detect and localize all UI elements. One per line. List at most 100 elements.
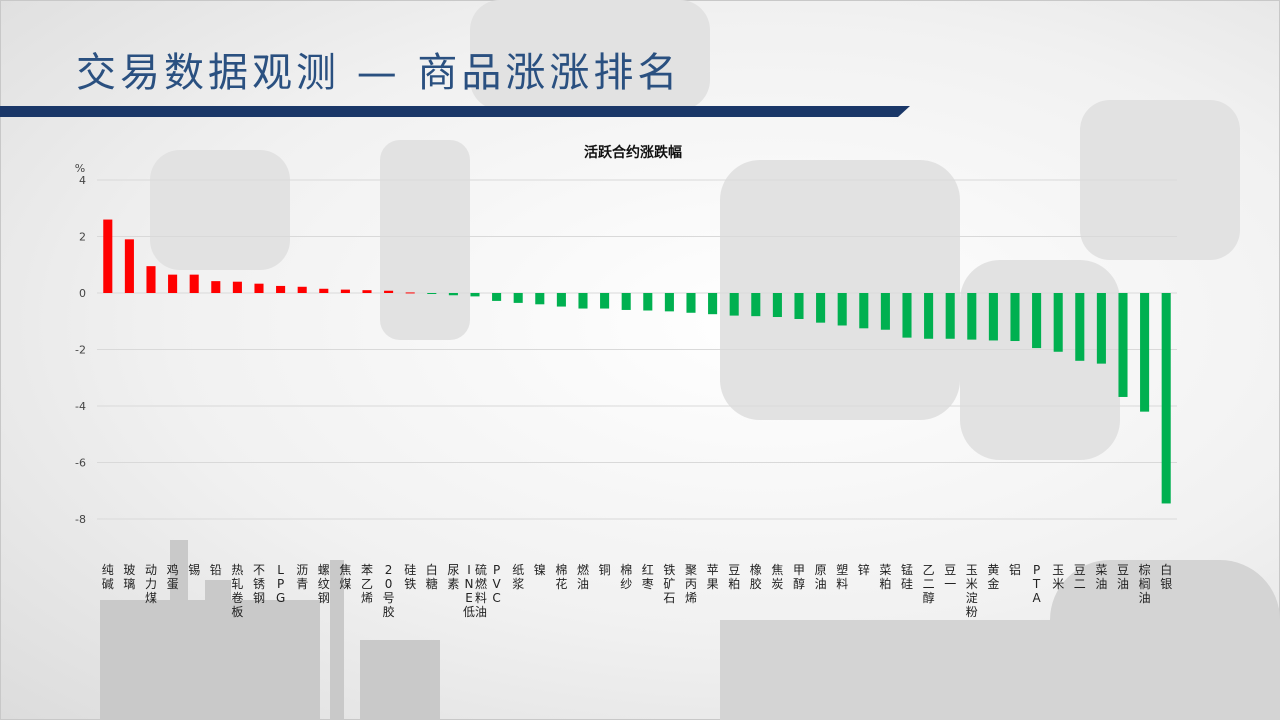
y-tick-label: -8 (75, 513, 86, 526)
bar (492, 293, 502, 301)
category-label: 苹果 (707, 563, 719, 591)
category-label: 白糖 (426, 562, 438, 591)
bar (578, 293, 588, 309)
bar (448, 293, 458, 296)
bar (621, 293, 631, 310)
bar (794, 293, 804, 319)
bar (1053, 293, 1063, 352)
bar (924, 293, 934, 339)
bar (988, 293, 998, 341)
category-label: 黄金 (987, 563, 999, 591)
category-label: 豆二 (1074, 563, 1086, 591)
category-label: 玉米淀粉 (966, 563, 978, 619)
bar (772, 293, 782, 318)
bar (276, 285, 286, 293)
bar (319, 288, 329, 293)
bar (405, 292, 415, 294)
category-label: 焦炭 (771, 563, 783, 591)
bar (708, 293, 718, 315)
category-label: 铅 (210, 563, 222, 577)
category-label: 鸡蛋 (167, 562, 179, 591)
y-axis-ticks: 4 2 0 -2 -4 -6 -8 (75, 174, 86, 526)
y-tick-label: 2 (79, 231, 86, 244)
category-label: 聚丙烯 (685, 563, 697, 605)
bar (297, 286, 307, 293)
slide-title: 交易数据观测 — 商品涨涨排名 (76, 50, 682, 96)
bar (945, 293, 955, 339)
category-label: 白银 (1160, 562, 1172, 591)
category-label: 乙二醇 (923, 563, 935, 605)
category-label: 玻璃 (123, 563, 135, 591)
bars (103, 219, 1171, 504)
category-label: 锡 (188, 562, 200, 577)
category-label: 棕榈油 (1139, 562, 1151, 605)
category-label: 棉纱 (620, 563, 632, 591)
y-tick-label: -4 (75, 400, 86, 413)
bar (816, 293, 826, 323)
bar (664, 293, 674, 312)
category-label: 苯乙烯 (361, 563, 373, 605)
category-label: 不锈钢 (253, 563, 265, 605)
y-axis-unit: % (75, 162, 85, 175)
bar (1032, 293, 1042, 349)
y-tick-label: 4 (79, 174, 86, 187)
category-label: 原油 (815, 563, 827, 591)
bar (103, 219, 113, 293)
category-label: 玉米 (1052, 563, 1064, 591)
bar (1010, 293, 1020, 342)
bar (729, 293, 739, 316)
category-label: 动力煤 (145, 563, 157, 605)
bar (902, 293, 912, 338)
category-label: 菜油 (1095, 563, 1107, 591)
bar (1096, 293, 1106, 364)
category-label: 红枣 (642, 562, 654, 591)
category-label: 热轧卷板 (231, 563, 243, 619)
category-label: 豆粕 (728, 563, 740, 591)
category-label: 镍 (534, 563, 546, 577)
category-label: 纯碱 (102, 563, 114, 591)
y-tick-label: -6 (75, 457, 86, 470)
gridlines (97, 179, 1177, 520)
category-label: 锌 (858, 563, 870, 577)
category-label: 铝 (1009, 562, 1021, 577)
category-label: 沥青 (296, 563, 308, 591)
bar (967, 293, 977, 340)
bar (880, 293, 890, 330)
category-label: 纸浆 (512, 563, 524, 591)
y-tick-label: -2 (75, 344, 86, 357)
bar (211, 281, 221, 293)
category-label: 菜粕 (879, 563, 891, 591)
bar (146, 266, 156, 293)
bar (837, 293, 847, 326)
bar (189, 274, 199, 293)
category-label: 燃油 (577, 562, 589, 591)
bar (643, 293, 653, 311)
category-label: 焦煤 (339, 563, 351, 591)
bar (254, 283, 264, 293)
category-label: 硅铁 (404, 563, 416, 591)
category-label: 橡胶 (750, 563, 762, 591)
bar (362, 290, 372, 293)
bar (1118, 293, 1128, 397)
bar (1161, 293, 1171, 504)
bar (600, 293, 610, 309)
category-label: 尿素 (447, 563, 459, 591)
category-label: 豆油 (1117, 563, 1129, 591)
y-tick-label: 0 (79, 287, 86, 300)
bar (1075, 293, 1085, 361)
category-label: 塑料 (836, 562, 848, 591)
category-label: 棉花 (555, 563, 567, 591)
bar (384, 290, 394, 293)
category-label: 锰硅 (901, 562, 913, 591)
category-label: 2 0 号胶 (383, 563, 395, 619)
bar (1140, 293, 1150, 412)
category-label: I N E 低硫燃料油 (463, 562, 487, 619)
category-label: 铁矿石 (663, 563, 675, 605)
bar (751, 293, 761, 317)
bar (124, 239, 134, 293)
